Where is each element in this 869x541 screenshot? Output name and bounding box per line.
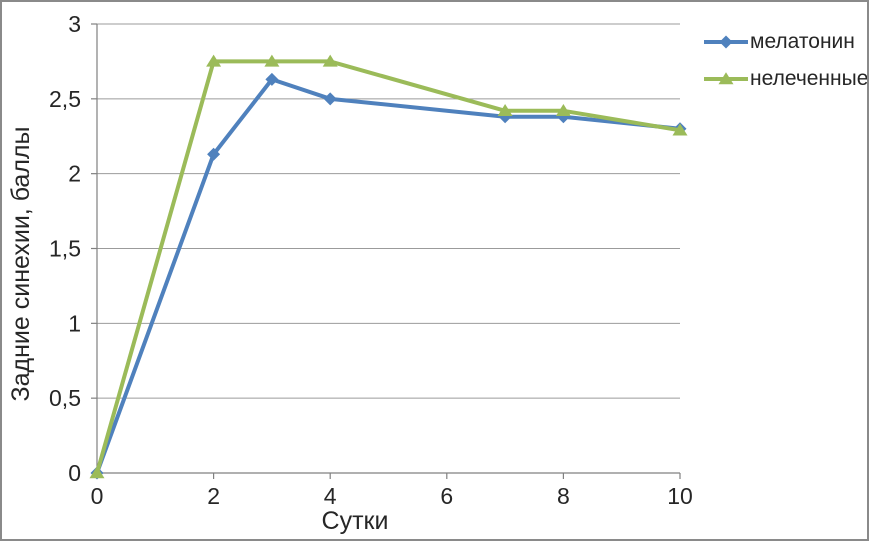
series-line-1 [95, 59, 682, 475]
x-tick-label: 4 [324, 483, 337, 509]
x-tick-label: 2 [207, 483, 220, 509]
legend-label-melatonin: мелатонин [750, 30, 855, 53]
series-1-marker-triangle-icon [322, 54, 338, 67]
legend-sample-diamond-icon [704, 35, 748, 49]
series-0-marker-diamond-icon [265, 72, 279, 86]
y-tick-label: 2,5 [49, 86, 81, 112]
series-1-marker-triangle-icon [497, 104, 513, 117]
series-1-marker-triangle-icon [555, 104, 571, 117]
legend-label-untreated: нелеченные [750, 67, 869, 90]
y-axis-title: Задние синехии, баллы [7, 127, 35, 402]
series-0-marker-diamond-icon [207, 147, 221, 161]
x-tick-label: 0 [91, 483, 104, 509]
legend-item-melatonin: мелатонин [704, 29, 867, 55]
y-tick-label: 1 [68, 310, 81, 336]
series-0-marker-diamond-icon [323, 92, 337, 106]
series-line-0 [95, 77, 682, 475]
y-tick-label: 2 [68, 161, 81, 187]
chart-legend: мелатонин нелеченные [704, 29, 869, 92]
y-tick-label: 3 [68, 11, 81, 37]
y-tick-label: 0 [68, 460, 81, 486]
x-tick-label: 8 [557, 483, 570, 509]
series-1-marker-triangle-icon [672, 123, 688, 136]
x-axis-title: Сутки [322, 507, 389, 535]
series-1-marker-triangle-icon [264, 54, 280, 67]
series-1-marker-triangle-icon [206, 54, 222, 67]
x-tick-label: 6 [440, 483, 453, 509]
x-tick-label: 10 [667, 483, 693, 509]
legend-item-untreated: нелеченные [704, 66, 869, 92]
series-1-marker-triangle-icon [89, 466, 105, 479]
legend-triangle-icon [718, 72, 734, 85]
y-tick-label: 0,5 [49, 385, 81, 411]
legend-diamond-icon [719, 35, 733, 49]
legend-sample-triangle-icon [704, 72, 748, 85]
y-tick-label: 1,5 [49, 236, 81, 262]
